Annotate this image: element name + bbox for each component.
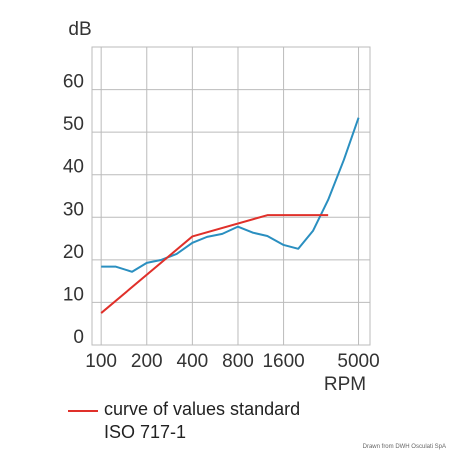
x-tick-label: 400 bbox=[177, 351, 209, 372]
y-tick-label: 60 bbox=[63, 72, 84, 93]
y-tick-label: 10 bbox=[63, 284, 84, 305]
y-tick-label: 40 bbox=[63, 157, 84, 178]
x-tick-label: 5000 bbox=[337, 351, 379, 372]
series-line bbox=[100, 214, 329, 314]
y-tick-label: 0 bbox=[73, 327, 84, 348]
y-tick-label: 30 bbox=[63, 199, 84, 220]
y-tick-label: 50 bbox=[63, 114, 84, 135]
x-axis-title: RPM bbox=[324, 374, 366, 395]
y-tick-label: 20 bbox=[63, 242, 84, 263]
x-tick-label: 1600 bbox=[262, 351, 304, 372]
credit: Drawn from DWH Osculati SpA bbox=[362, 444, 446, 450]
legend-label: curve of values standard ISO 717-1 bbox=[104, 399, 301, 442]
x-tick-label: 100 bbox=[85, 351, 117, 372]
x-tick-label: 800 bbox=[222, 351, 254, 372]
y-axis-title: dB bbox=[68, 19, 91, 40]
x-tick-label: 200 bbox=[131, 351, 163, 372]
plot-frame bbox=[91, 46, 371, 346]
series-line bbox=[101, 117, 360, 273]
